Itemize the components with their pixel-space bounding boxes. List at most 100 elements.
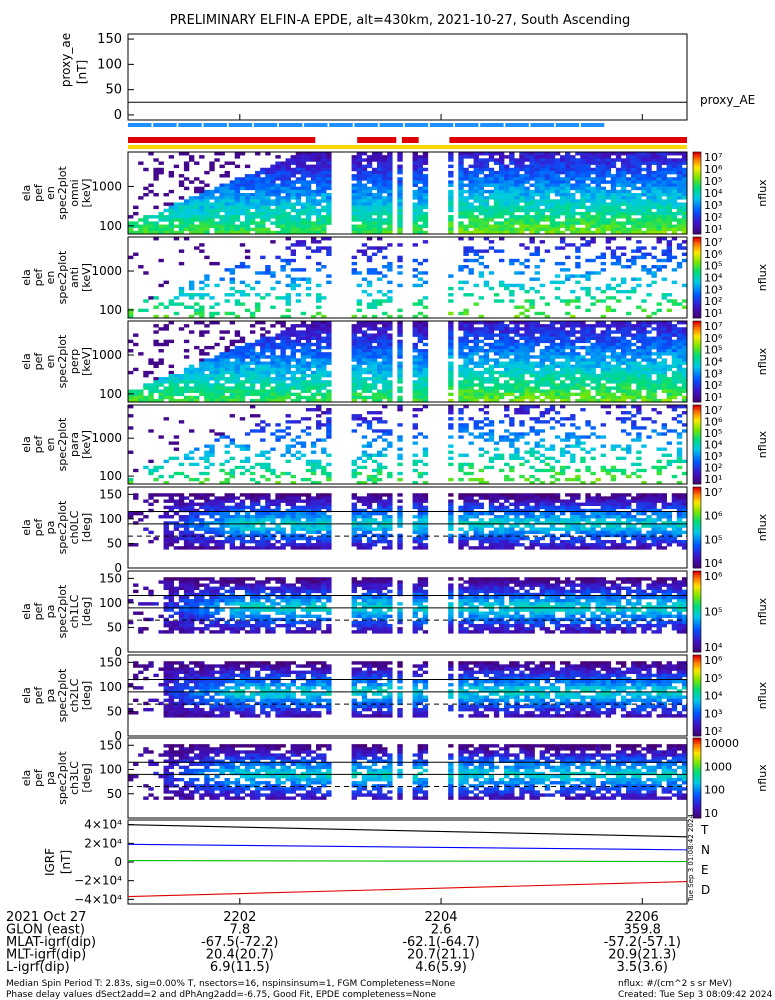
spectrogram-cell [575,158,581,162]
spectrogram-cell [153,174,159,178]
spectrogram-cell [620,158,627,162]
spectrogram-cell [234,289,241,294]
spectrogram-cell [600,180,606,184]
spectrogram-cell [397,155,403,159]
spectrogram-cell [412,202,418,206]
spectrogram-cell [605,361,612,365]
spectrogram-cell [524,358,530,362]
spectrogram-cell [524,211,530,216]
spectrogram-cell [565,155,571,159]
spectrogram-cell [249,405,256,409]
spectrogram-cell [483,183,490,187]
spectrogram-cell [544,380,551,384]
spectrogram-cell [371,364,378,369]
spectrogram-cell [631,261,637,266]
spectrogram-cell [290,161,296,165]
spectrogram-cell [239,361,246,365]
spectrogram-cell [498,345,505,350]
spectrogram-cell [549,199,556,203]
spectrogram-cell [458,342,464,347]
spectrogram-cell [305,386,312,390]
colorbar-tick-label: 10⁵ [704,260,722,273]
colorbar-segment [693,197,701,200]
spectrogram-cell [676,164,683,169]
spectrogram-cell [204,230,210,235]
spectrogram-cell [448,183,454,187]
spectrogram-cell [448,293,454,297]
spectrogram-cell [275,193,281,197]
spectrogram-cell [585,286,591,291]
spectrogram-cell [366,202,373,206]
spectrogram-cell [600,252,606,256]
spectrogram-cell [168,155,175,159]
spectrogram-cell [229,349,236,353]
spectrogram-cell [249,196,256,200]
spectrogram-cell [387,161,393,165]
spectrogram-cell [356,471,363,476]
spectrogram-cell [188,230,195,235]
spectrogram-cell [549,364,556,369]
spectrogram-cell [422,383,429,387]
spectrogram-cell [128,215,134,219]
spectrogram-cell [488,196,495,200]
spectrogram-cell [509,152,515,156]
spectrogram-cell [371,199,378,203]
spectrogram-cell [275,205,281,210]
spectrogram-cell [615,373,622,378]
spectrogram-cell [326,333,332,337]
spectrogram-cell [539,373,546,378]
spectrogram-cell [209,462,215,467]
spectrogram-cell [199,155,205,159]
spectrogram-cell [483,349,490,353]
spectrogram-cell [544,199,551,203]
spectrogram-cell [321,339,327,344]
spectrogram-cell [326,237,332,241]
spectrogram-cell [351,392,357,397]
spectrogram-cell [183,221,190,225]
spectrogram-cell [417,218,424,222]
spectrogram-cell [620,339,627,344]
spectrogram-cell [468,249,474,253]
spectrogram-cell [224,186,230,191]
spectrogram-cell [641,218,647,222]
spectrogram-cell [534,218,540,222]
spectrogram-cell [570,373,576,378]
spectrogram-cell [265,395,271,400]
spectrogram-cell [412,224,418,228]
spectrogram-cell [204,211,210,216]
spectrogram-cell [153,465,159,470]
spectrogram-cell [270,170,276,175]
spectrogram-cell [397,324,403,328]
spectrogram-cell [565,389,571,393]
spectrogram-cell [509,389,515,393]
spectrogram-cell [214,321,220,325]
spectrogram-cell [366,441,373,445]
spectrogram-cell [539,152,546,156]
spectrogram-cell [448,158,454,162]
spectrogram-cell [534,249,540,253]
spectrogram-cell [514,370,520,375]
spectrogram-cell [529,183,535,187]
spectrogram-cell [163,386,169,390]
spectrogram-cell [321,167,327,172]
spectrogram-cell [468,152,474,156]
spectrogram-cell [316,186,322,191]
spectrogram-cell [529,349,535,353]
spectrogram-cell [549,373,556,378]
colorbar-segment [693,249,701,252]
spectrogram-cell [519,180,525,184]
spectrogram-cell [178,230,185,235]
spectrogram-cell [661,202,667,206]
spectrogram-cell [138,395,144,400]
spectrogram-cell [605,221,612,225]
spectrogram-cell [412,389,418,393]
spectrogram-cell [163,459,169,464]
spectrogram-cell [310,444,317,448]
colorbar-segment [693,239,701,242]
spectrogram-cell [488,380,495,384]
spectrogram-cell [468,189,474,194]
spectrogram-cell [493,383,500,387]
spectrogram-cell [249,221,256,225]
spectrogram-cell [285,215,291,219]
spectrogram-cell [326,249,332,253]
